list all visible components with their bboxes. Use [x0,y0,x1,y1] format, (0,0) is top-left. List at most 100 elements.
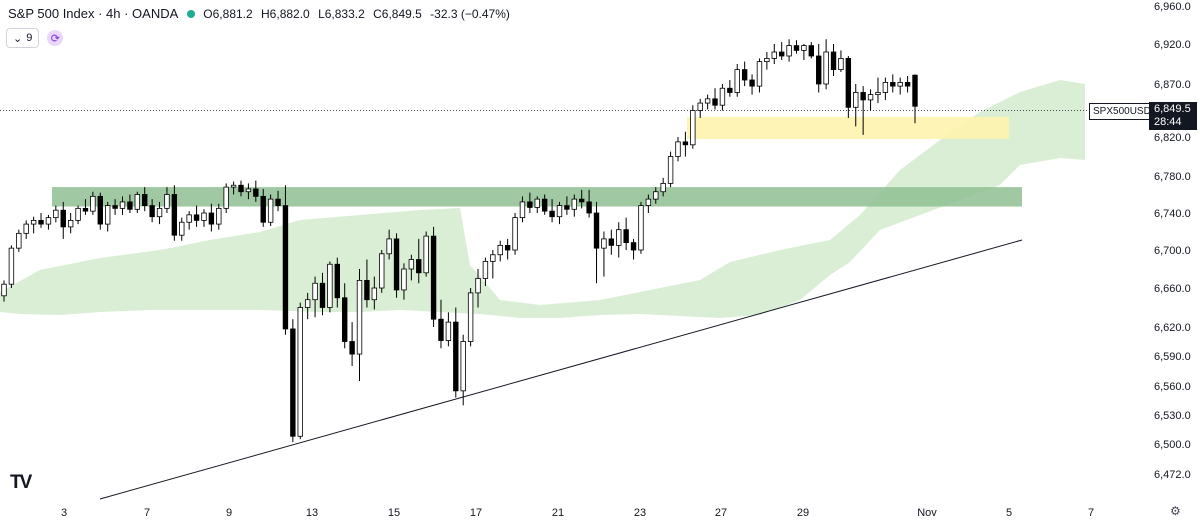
candle [704,94,711,110]
candle-body [304,299,311,308]
candle [45,214,52,230]
candle [786,39,792,62]
candle [653,187,659,204]
candle [201,209,207,227]
candle-body [342,297,348,342]
candle [853,84,859,127]
candle [675,137,681,162]
candle-body [719,87,726,106]
sync-icon[interactable]: ⟳ [47,30,64,46]
symbol-title[interactable]: S&P 500 Index · 4h · OANDA [8,6,179,21]
candle-body [67,219,74,228]
time-tick-label: 13 [306,507,318,519]
candle-body [356,279,363,355]
candle [482,257,489,287]
candle [38,213,44,228]
candle-body [312,282,318,301]
candle-body [890,82,896,87]
candle-body [156,207,163,218]
candle-body [482,260,489,279]
settings-icon[interactable]: ⚙ [1170,504,1181,518]
candle [401,263,407,300]
candle-body [438,318,444,341]
time-tick-label: 15 [388,507,400,519]
candle-body [23,223,29,234]
candle-body [112,205,118,209]
candle-body [267,198,274,223]
candle-body [386,238,392,255]
candle [193,205,200,227]
candle-body [171,194,178,236]
candle-body [134,194,141,210]
candle [304,292,311,320]
time-tick-label: 9 [226,507,232,519]
candle [260,188,266,227]
tradingview-logo[interactable]: TV [10,472,32,493]
candle [164,187,170,213]
candle-body [60,209,66,228]
candle [342,283,348,349]
price-axis[interactable]: 6,960.0 6,920.0 6,870.0 6,820.0 6,780.0 6,740… [1154,1,1191,481]
candle [253,180,259,202]
candle [838,50,844,72]
price-tick-label: 6,700.0 [1154,245,1191,257]
candle [845,56,852,118]
candle [541,194,548,215]
candle-body [727,87,733,93]
candle [82,199,89,215]
candle [793,40,800,54]
candle [660,177,666,197]
candle [230,181,237,195]
price-tick-label: 6,740.0 [1154,208,1191,220]
candle [571,194,577,217]
candle-body [245,188,252,193]
candle-body [90,195,96,212]
candle [334,257,340,308]
candle [393,233,400,298]
candle-body [519,201,526,219]
candle-body [608,238,615,246]
time-tick-label: 23 [634,507,646,519]
time-axis[interactable]: 3 7 9 13 15 17 21 23 27 29 Nov 5 7 [61,507,1094,519]
candle-body [453,321,459,392]
candle [630,238,637,260]
candle [364,259,370,308]
indicators-toggle-button[interactable]: ⌄ 9 [6,28,40,48]
candle [127,194,133,213]
time-tick-label: 17 [470,507,482,519]
candle-body [845,58,852,108]
candle-body [823,51,829,85]
candles [1,39,918,443]
candle [912,74,918,124]
candle [682,131,689,157]
candle [867,89,874,111]
candle [897,77,903,95]
candle-body [645,198,652,206]
candle [890,74,896,93]
candle [638,201,644,254]
candle-body [882,82,889,93]
candle-body [401,268,407,291]
candle [8,245,15,288]
time-tick-label: 29 [797,507,809,519]
candle [475,269,481,308]
candle [282,185,289,335]
candle [216,203,222,230]
candle-body [579,198,585,203]
candle [823,39,829,90]
time-tick-label: 21 [552,507,564,519]
price-tick-label: 6,560.0 [1154,381,1191,393]
candle [504,238,511,260]
price-tick-label: 6,870.0 [1154,79,1191,91]
candle [467,288,474,347]
candle-body [201,212,207,221]
price-tick-label: 6,780.0 [1154,171,1191,183]
candle [238,180,244,197]
candle-body [667,156,674,184]
candle [290,319,296,443]
candle-body [423,235,429,274]
candle [23,220,29,239]
candle [245,183,252,200]
candle-body [853,92,859,108]
